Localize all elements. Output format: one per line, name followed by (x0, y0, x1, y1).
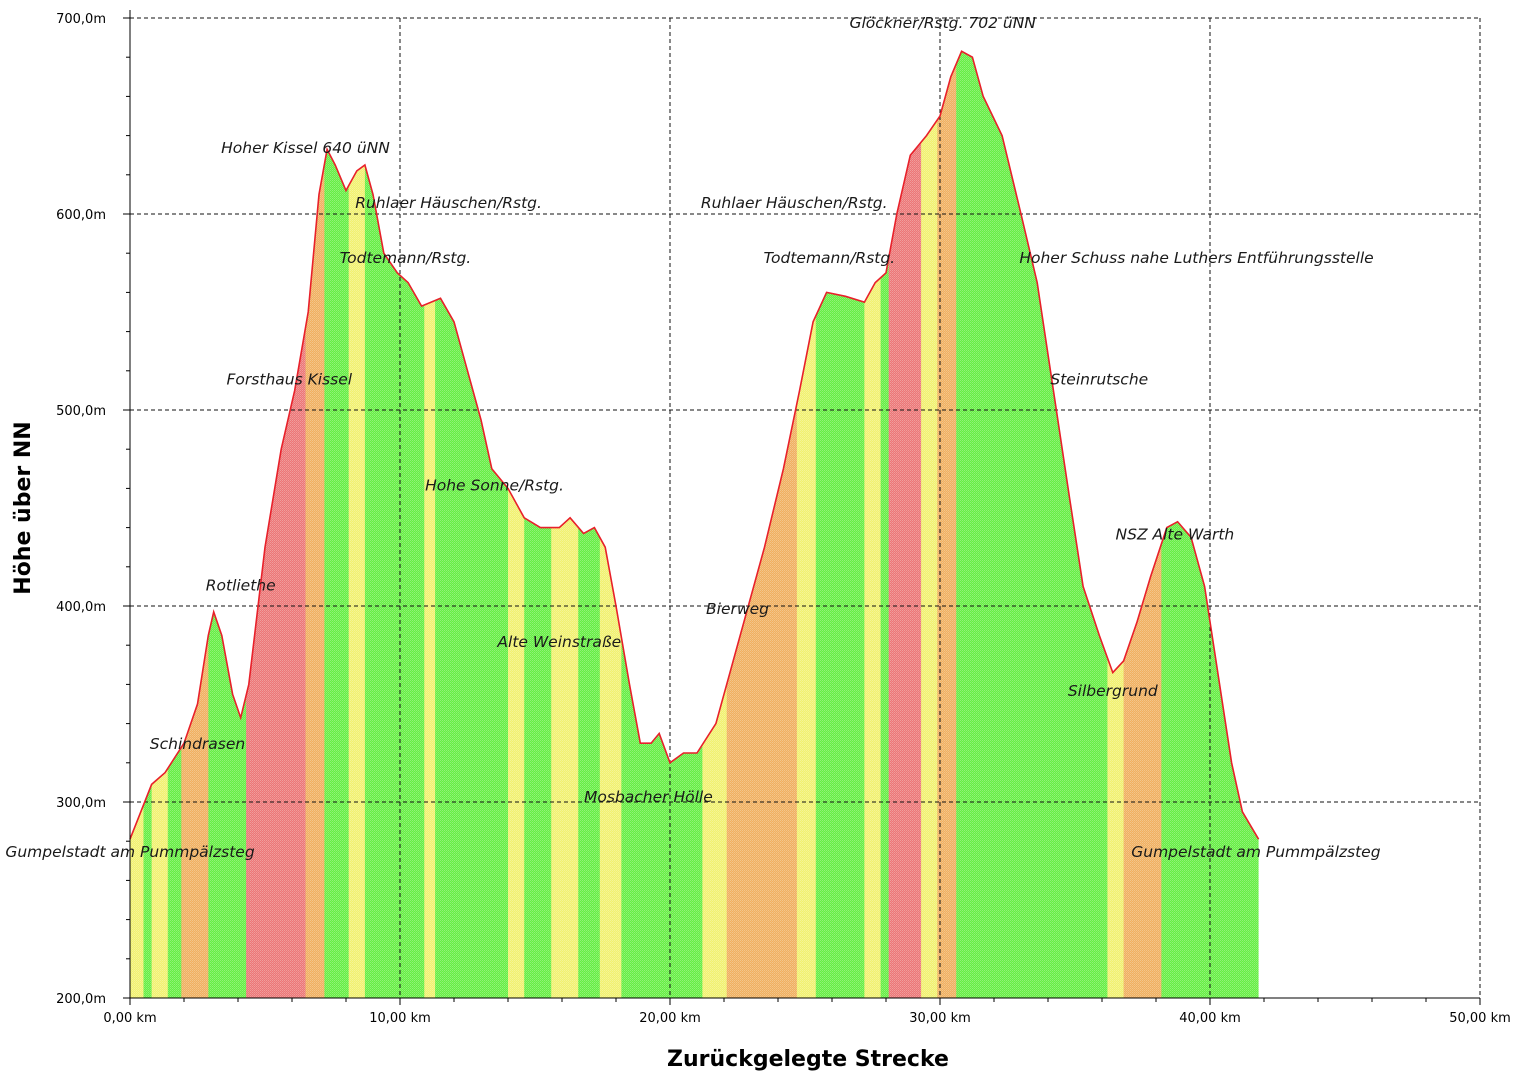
waypoint-annotation: Ruhlaer Häuschen/Rstg. (701, 194, 888, 212)
x-tick-label: 40,00 km (1179, 1011, 1241, 1026)
x-tick-label: 10,00 km (369, 1011, 431, 1026)
x-axis-title: Zurückgelegte Strecke (667, 1047, 949, 1072)
waypoint-annotation: Glöckner/Rstg. 702 üNN (849, 14, 1036, 32)
x-axis-ticks: 0,00 km 10,00 km 20,00 km 30,00 km 40,00 km 5… (103, 998, 1511, 1026)
y-tick-label: 600,0m (56, 208, 106, 223)
waypoint-annotation: Bierweg (706, 600, 769, 618)
y-tick-label: 200,0m (56, 992, 106, 1007)
waypoint-annotation: Ruhlaer Häuschen/Rstg. (355, 194, 542, 212)
x-tick-label: 20,00 km (639, 1011, 701, 1026)
x-tick-label: 30,00 km (909, 1011, 971, 1026)
waypoint-annotation: Gumpelstadt am Pummpälzsteg (5, 843, 254, 861)
waypoint-annotation: Forsthaus Kissel (227, 371, 353, 389)
waypoint-annotation: Rotliethe (206, 576, 276, 594)
waypoint-annotation: NSZ Alte Warth (1116, 525, 1235, 543)
waypoint-annotation: Hoher Kissel 640 üNN (221, 139, 390, 157)
waypoint-annotation: Todtemann/Rstg. (340, 249, 472, 267)
waypoint-annotation: Alte Weinstraße (496, 633, 621, 651)
y-axis-ticks: 200,0m 300,0m 400,0m 500,0m 600,0m 700,0m (56, 12, 130, 1007)
waypoint-annotation: Silbergrund (1068, 682, 1158, 700)
elevation-line (129, 50, 1260, 840)
y-axis-title: Höhe über NN (11, 421, 36, 594)
waypoint-annotation: Hohe Sonne/Rstg. (425, 476, 564, 494)
annotations: Gumpelstadt am Pummpälzsteg Schindrasen Ro… (5, 14, 1380, 861)
x-tick-label: 50,00 km (1449, 1011, 1511, 1026)
x-tick-label: 0,00 km (103, 1011, 156, 1026)
y-tick-label: 500,0m (56, 404, 106, 419)
y-tick-label: 300,0m (56, 796, 106, 811)
y-tick-label: 700,0m (56, 12, 106, 27)
waypoint-annotation: Hoher Schuss nahe Luthers Entführungsste… (1019, 249, 1373, 267)
waypoint-annotation: Gumpelstadt am Pummpälzsteg (1131, 843, 1380, 861)
waypoint-annotation: Mosbacher Hölle (584, 788, 713, 806)
waypoint-annotation: Schindrasen (150, 735, 245, 753)
y-tick-label: 400,0m (56, 600, 106, 615)
waypoint-annotation: Steinrutsche (1050, 371, 1148, 389)
waypoint-annotation: Todtemann/Rstg. (763, 249, 895, 267)
